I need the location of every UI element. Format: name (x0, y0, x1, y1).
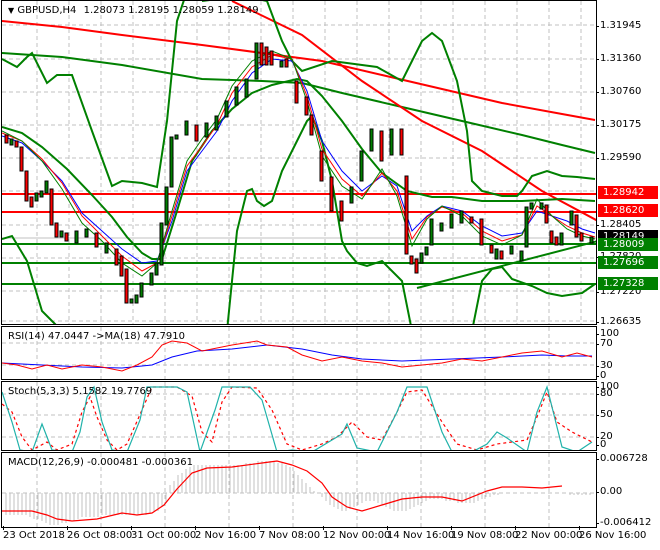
rsi-panel[interactable]: RSI(14) 47.0447 ->MA(18) 47.7910 (1, 326, 597, 380)
time-label: 2 Nov 16:00 (195, 526, 257, 541)
price-tick: 1.31945 (595, 20, 642, 31)
resistance-level-label: 1.28620 (598, 204, 658, 217)
support-level-label: 1.27328 (598, 277, 658, 290)
time-label: 26 Nov 16:00 (579, 526, 647, 541)
macd-tick: -0.006412 (595, 517, 652, 528)
main-price-panel[interactable]: ▼ GBPUSD,H4 1.28073 1.28195 1.28059 1.28… (1, 0, 597, 325)
rsi-tick: 0 (595, 370, 607, 381)
stoch-tick: 50 (596, 409, 613, 420)
price-axis: 1.31945 1.31360 1.30760 1.30175 1.29590 … (595, 0, 660, 327)
macd-tick: 0.006728 (596, 453, 648, 464)
price-tick: 1.27220 (595, 286, 642, 297)
triangle-down-icon[interactable]: ▼ (8, 6, 15, 15)
macd-title: MACD(12,26,9) -0.000481 -0.000361 (8, 457, 193, 468)
macd-tick: 0.00 (595, 486, 623, 497)
rsi-chart-canvas (2, 327, 596, 379)
stoch-tick: 80 (596, 388, 613, 399)
time-axis: 23 Oct 2018 26 Oct 08:00 31 Oct 00:00 2 … (0, 526, 660, 550)
macd-axis: 0.006728 0.00 -0.006412 (595, 452, 660, 528)
macd-chart-canvas (2, 453, 596, 527)
time-label: 7 Nov 08:00 (259, 526, 321, 541)
rsi-tick: 30 (596, 360, 613, 371)
support-level-label: 1.27696 (598, 256, 658, 269)
stoch-tick: 20 (596, 431, 613, 442)
stochastic-panel[interactable]: Stoch(5,3,3) 5.1582 19.7769 (1, 381, 597, 451)
rsi-axis: 100 70 30 0 (595, 326, 660, 381)
resistance-level-label: 1.28942 (598, 186, 658, 199)
time-label: 12 Nov 00:00 (323, 526, 391, 541)
time-label: 19 Nov 08:00 (451, 526, 519, 541)
rsi-tick: 100 (595, 328, 620, 339)
stoch-chart-canvas (2, 382, 596, 450)
chart-title: ▼ GBPUSD,H4 1.28073 1.28195 1.28059 1.28… (8, 5, 259, 16)
stoch-axis: 100 80 50 20 0 (595, 381, 660, 451)
price-tick: 1.29590 (595, 152, 642, 163)
price-tick: 1.26635 (595, 316, 642, 327)
price-tick: 1.31360 (595, 53, 642, 64)
support-level-label: 1.28009 (598, 238, 658, 251)
stoch-tick: 100 (595, 381, 620, 392)
price-tick: 1.30760 (595, 86, 642, 97)
symbol-label: GBPUSD,H4 (17, 5, 77, 16)
price-tick: 1.28405 (595, 219, 642, 230)
time-label: 22 Nov 00:00 (515, 526, 583, 541)
time-label: 23 Oct 2018 (3, 526, 65, 541)
ohlc-values: 1.28073 1.28195 1.28059 1.28149 (83, 5, 259, 16)
macd-panel[interactable]: MACD(12,26,9) -0.000481 -0.000361 (1, 452, 597, 528)
time-label: 14 Nov 16:00 (387, 526, 455, 541)
stoch-title: Stoch(5,3,3) 5.1582 19.7769 (8, 386, 153, 397)
rsi-title: RSI(14) 47.0447 ->MA(18) 47.7910 (8, 331, 185, 342)
stoch-tick: 0 (595, 439, 607, 450)
time-label: 31 Oct 00:00 (131, 526, 197, 541)
rsi-tick: 70 (596, 338, 613, 349)
price-tick: 1.30175 (595, 119, 642, 130)
time-label: 26 Oct 08:00 (67, 526, 133, 541)
price-chart-canvas (2, 1, 596, 324)
